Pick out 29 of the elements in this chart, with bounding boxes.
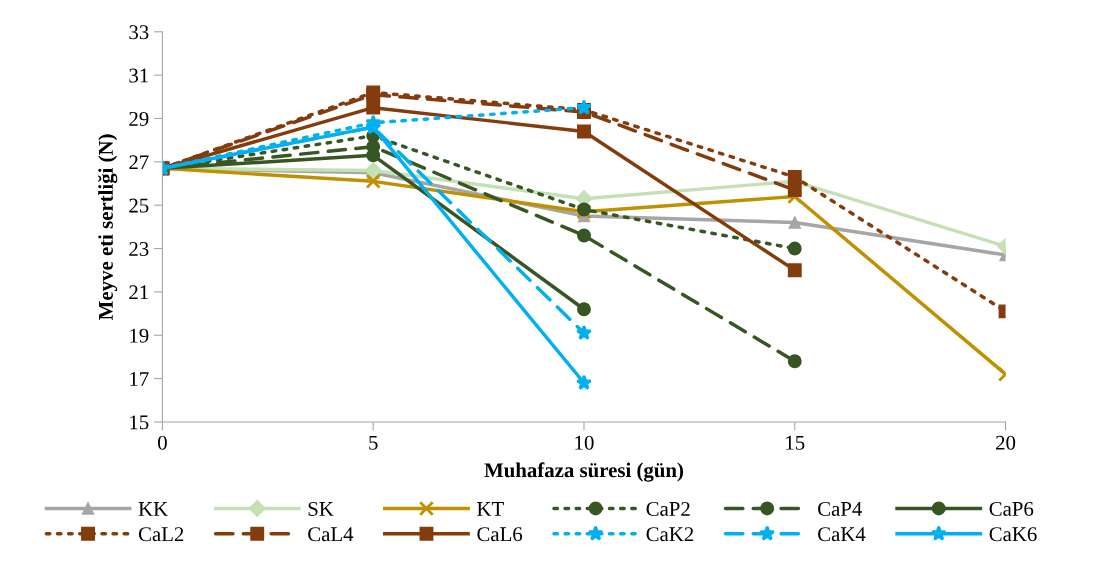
x-tick-label: 10: [575, 435, 594, 450]
legend-label: CaK4: [818, 527, 866, 542]
legend-label: CaK6: [989, 527, 1037, 542]
x-tick-label: 0: [158, 435, 167, 450]
y-tick-label: 27: [129, 155, 149, 170]
y-tick-label: 23: [129, 241, 149, 256]
legend-label: CaP6: [989, 501, 1034, 516]
legend-label: CaP2: [646, 501, 690, 516]
y-axis-title: Meyve eti sertliği (N): [98, 134, 118, 320]
legend-label: KK: [138, 502, 168, 516]
y-tick-label: 17: [130, 372, 149, 386]
legend-label: CaP4: [818, 501, 862, 516]
y-tick-label: 19: [130, 328, 149, 343]
x-tick-label: 20: [996, 435, 1016, 450]
legend-label: CaL4: [308, 527, 354, 542]
x-tick-label: 15: [786, 435, 805, 450]
legend-label: CaL2: [138, 527, 184, 542]
legend-label: CaK2: [646, 527, 694, 542]
y-tick-label: 29: [129, 111, 149, 126]
x-tick-label: 5: [369, 435, 378, 450]
y-tick-label: 15: [130, 415, 149, 430]
y-tick-label: 33: [129, 25, 149, 40]
legend-label: KT: [477, 502, 504, 516]
legend-label: SK: [308, 501, 334, 516]
x-axis-title: Muhafaza süresi (gün): [484, 462, 684, 482]
legend-label: CaL6: [477, 527, 523, 542]
y-tick-label: 31: [129, 68, 148, 83]
y-tick-label: 25: [129, 198, 149, 213]
y-tick-label: 21: [129, 285, 148, 300]
